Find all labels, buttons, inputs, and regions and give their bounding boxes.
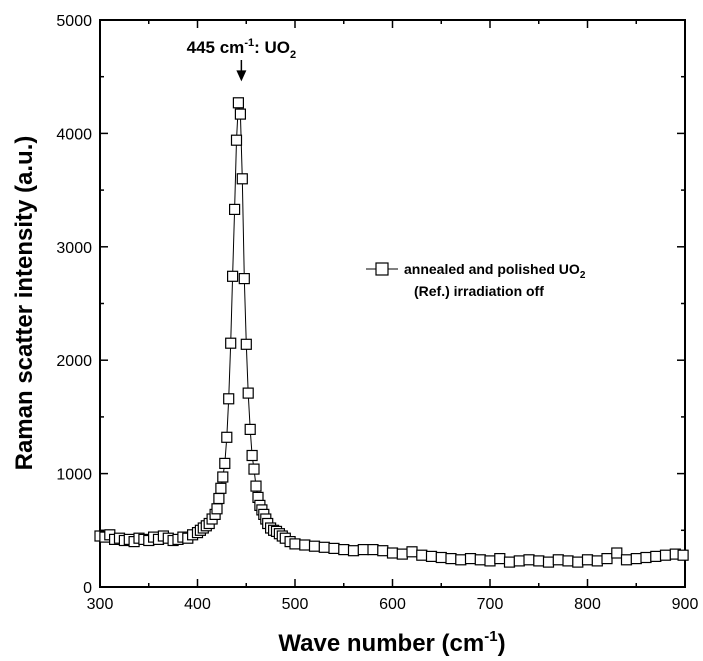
data-point — [225, 337, 237, 349]
annot-sub: 2 — [290, 49, 296, 61]
data-point — [620, 554, 633, 566]
data-point — [503, 556, 516, 568]
data-point — [217, 471, 229, 483]
y-tick-label: 0 — [83, 580, 92, 597]
y-tick-label: 1000 — [56, 467, 92, 484]
data-point — [677, 549, 689, 561]
x-title-sup: -1 — [484, 628, 497, 645]
data-point — [601, 552, 613, 565]
data-point — [248, 463, 260, 475]
x-tick-label: 500 — [282, 596, 309, 613]
legend-marker — [375, 262, 389, 276]
data-point — [238, 273, 250, 285]
data-point — [219, 457, 231, 469]
data-point — [542, 556, 555, 568]
data-point — [416, 549, 428, 561]
data-point — [211, 503, 223, 515]
peak-annotation-text: 445 cm-1: UO2 — [187, 37, 296, 61]
data-point — [318, 541, 330, 553]
data-point — [435, 551, 447, 564]
legend-line1-text: annealed and polished UO — [404, 261, 580, 277]
x-axis-title: Wave number (cm-1) — [278, 628, 505, 657]
data-point — [246, 449, 258, 462]
annot-pre: 445 cm — [187, 38, 245, 57]
data-point — [236, 173, 248, 185]
y-axis-title: Raman scatter intensity (a.u.) — [11, 136, 38, 471]
peak-arrowhead — [236, 70, 247, 82]
data-point — [338, 543, 350, 556]
data-point — [299, 539, 311, 551]
data-point — [240, 338, 252, 350]
legend: annealed and polished UO2 (Ref.) irradia… — [366, 261, 586, 299]
data-point — [289, 538, 301, 550]
data-point — [494, 552, 506, 565]
data-point — [659, 549, 672, 561]
data-point — [221, 431, 233, 443]
x-tick-label: 600 — [379, 596, 406, 613]
x-tick-label: 700 — [477, 596, 504, 613]
data-point — [223, 393, 235, 405]
data-point — [611, 547, 623, 559]
data-point — [562, 555, 574, 567]
legend-line1-sub: 2 — [580, 270, 586, 281]
data-point — [533, 555, 545, 567]
axis-ticks — [99, 19, 686, 588]
data-point — [396, 548, 408, 560]
data-point — [230, 134, 243, 146]
data-point — [572, 556, 584, 568]
data-point — [308, 540, 321, 552]
data-point — [591, 555, 603, 567]
plot-frame — [99, 19, 686, 588]
series-markers — [94, 97, 689, 568]
x-tick-label: 900 — [672, 596, 699, 613]
y-tick-label: 5000 — [56, 13, 92, 30]
data-point — [581, 554, 594, 566]
data-point — [232, 97, 244, 109]
data-point — [250, 480, 262, 492]
data-point — [425, 550, 438, 563]
x-title-main: Wave number (cm — [278, 630, 484, 657]
data-point — [650, 550, 662, 563]
tick-labels: 300 400 500 600 700 800 900 0 1000 2000 3000 4000 50… — [56, 13, 698, 613]
data-point — [386, 547, 399, 559]
data-point — [367, 543, 379, 556]
data-point — [227, 270, 239, 282]
data-point — [630, 552, 642, 565]
data-point — [513, 555, 525, 567]
data-point — [328, 542, 340, 555]
data-point — [242, 387, 254, 399]
annot-mid: : UO — [254, 38, 290, 57]
x-tick-label: 800 — [574, 596, 601, 613]
data-point — [347, 545, 360, 557]
x-tick-label: 300 — [87, 596, 114, 613]
data-point — [213, 492, 225, 505]
data-point — [229, 203, 241, 215]
data-point — [552, 554, 564, 566]
annot-sup: -1 — [244, 37, 254, 49]
data-point — [406, 546, 418, 558]
y-tick-label: 2000 — [56, 353, 92, 370]
y-tick-label: 3000 — [56, 240, 92, 257]
series-line — [99, 102, 684, 563]
legend-label-line2: (Ref.) irradiation off — [414, 283, 544, 299]
data-point — [474, 554, 486, 566]
data-point — [215, 482, 227, 494]
data-point — [244, 423, 256, 435]
data-point — [455, 554, 467, 566]
data-point — [484, 555, 496, 567]
data-point — [445, 552, 457, 565]
data-point — [464, 552, 477, 565]
x-title-tail: ) — [498, 630, 506, 657]
data-point — [523, 554, 535, 566]
data-point — [640, 551, 652, 564]
data-point — [234, 108, 246, 120]
peak-annotation: 445 cm-1: UO2 — [187, 37, 296, 82]
data-point — [377, 545, 389, 557]
x-tick-label: 400 — [184, 596, 211, 613]
y-tick-label: 4000 — [56, 126, 92, 143]
legend-label-line1: annealed and polished UO2 — [404, 261, 586, 281]
data-point — [357, 543, 369, 556]
